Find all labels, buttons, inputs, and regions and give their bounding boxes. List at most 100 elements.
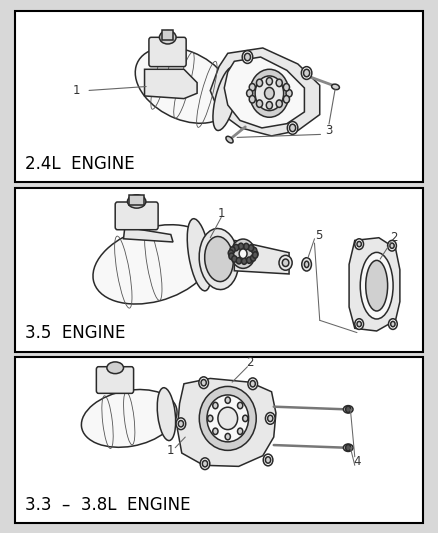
Ellipse shape [343, 406, 353, 413]
Circle shape [304, 69, 310, 77]
Polygon shape [349, 238, 400, 331]
Circle shape [355, 239, 364, 249]
Circle shape [257, 79, 262, 87]
Circle shape [199, 377, 208, 389]
Circle shape [247, 257, 252, 263]
Ellipse shape [199, 386, 256, 450]
Ellipse shape [231, 239, 255, 269]
Circle shape [248, 245, 254, 251]
Ellipse shape [255, 76, 284, 111]
Circle shape [286, 90, 292, 97]
Circle shape [266, 78, 272, 85]
Bar [15, 357, 423, 523]
Bar [162, 30, 173, 40]
Circle shape [225, 397, 230, 403]
Circle shape [213, 402, 218, 409]
Ellipse shape [81, 390, 177, 447]
Circle shape [389, 319, 397, 329]
Ellipse shape [127, 195, 146, 208]
Ellipse shape [135, 47, 233, 123]
FancyBboxPatch shape [115, 202, 158, 230]
Circle shape [276, 79, 282, 87]
Ellipse shape [205, 237, 233, 281]
Circle shape [265, 413, 275, 424]
Ellipse shape [343, 444, 353, 451]
Text: 3: 3 [325, 124, 332, 137]
Text: 1: 1 [167, 444, 175, 457]
Ellipse shape [302, 257, 311, 271]
Circle shape [287, 122, 298, 134]
Circle shape [202, 461, 208, 467]
Circle shape [249, 84, 255, 91]
Polygon shape [234, 240, 289, 274]
Ellipse shape [279, 255, 292, 270]
Ellipse shape [226, 136, 233, 143]
Circle shape [236, 257, 241, 264]
Circle shape [200, 458, 210, 470]
Polygon shape [124, 227, 173, 242]
Circle shape [229, 253, 234, 260]
Polygon shape [210, 48, 320, 136]
Ellipse shape [159, 30, 176, 44]
Circle shape [242, 51, 253, 63]
Circle shape [178, 421, 184, 427]
Circle shape [233, 245, 239, 251]
FancyBboxPatch shape [149, 37, 186, 67]
Ellipse shape [207, 395, 249, 442]
Polygon shape [177, 378, 276, 466]
Circle shape [241, 258, 247, 264]
Text: 1: 1 [73, 84, 81, 97]
Circle shape [390, 243, 394, 248]
Circle shape [247, 90, 253, 97]
Circle shape [213, 428, 218, 434]
Ellipse shape [218, 407, 237, 430]
Circle shape [176, 418, 186, 430]
Ellipse shape [304, 261, 309, 268]
Text: 2.4L  ENGINE: 2.4L ENGINE [25, 155, 134, 173]
Circle shape [251, 255, 256, 261]
Circle shape [290, 124, 296, 132]
Circle shape [268, 415, 273, 422]
Circle shape [251, 247, 257, 254]
Circle shape [283, 95, 290, 103]
Ellipse shape [239, 249, 247, 259]
Circle shape [249, 95, 255, 103]
Polygon shape [145, 69, 197, 99]
Circle shape [248, 378, 258, 390]
Ellipse shape [93, 225, 214, 304]
Text: 3.5  ENGINE: 3.5 ENGINE [25, 324, 125, 342]
Ellipse shape [250, 69, 289, 117]
Circle shape [232, 256, 237, 262]
Circle shape [257, 100, 262, 107]
Text: 2: 2 [246, 356, 254, 369]
Ellipse shape [157, 387, 176, 441]
Circle shape [283, 84, 290, 91]
Ellipse shape [332, 84, 339, 90]
Circle shape [263, 454, 273, 466]
Circle shape [237, 428, 243, 434]
Text: 1: 1 [217, 207, 225, 220]
Circle shape [244, 243, 249, 249]
Circle shape [265, 457, 271, 463]
Circle shape [244, 53, 251, 61]
Circle shape [243, 415, 248, 422]
Ellipse shape [360, 253, 393, 319]
Text: 4: 4 [353, 455, 361, 467]
FancyBboxPatch shape [96, 367, 134, 393]
Circle shape [230, 247, 235, 253]
Circle shape [253, 252, 258, 258]
Circle shape [388, 240, 396, 251]
Circle shape [276, 100, 282, 107]
Ellipse shape [366, 260, 388, 311]
Circle shape [253, 251, 258, 257]
Circle shape [228, 250, 233, 256]
Circle shape [238, 243, 244, 249]
Bar [129, 195, 144, 205]
Ellipse shape [213, 67, 238, 131]
Circle shape [391, 321, 395, 327]
Circle shape [355, 319, 364, 329]
Circle shape [237, 402, 243, 409]
Circle shape [357, 241, 361, 247]
Circle shape [266, 101, 272, 109]
Ellipse shape [107, 362, 124, 374]
